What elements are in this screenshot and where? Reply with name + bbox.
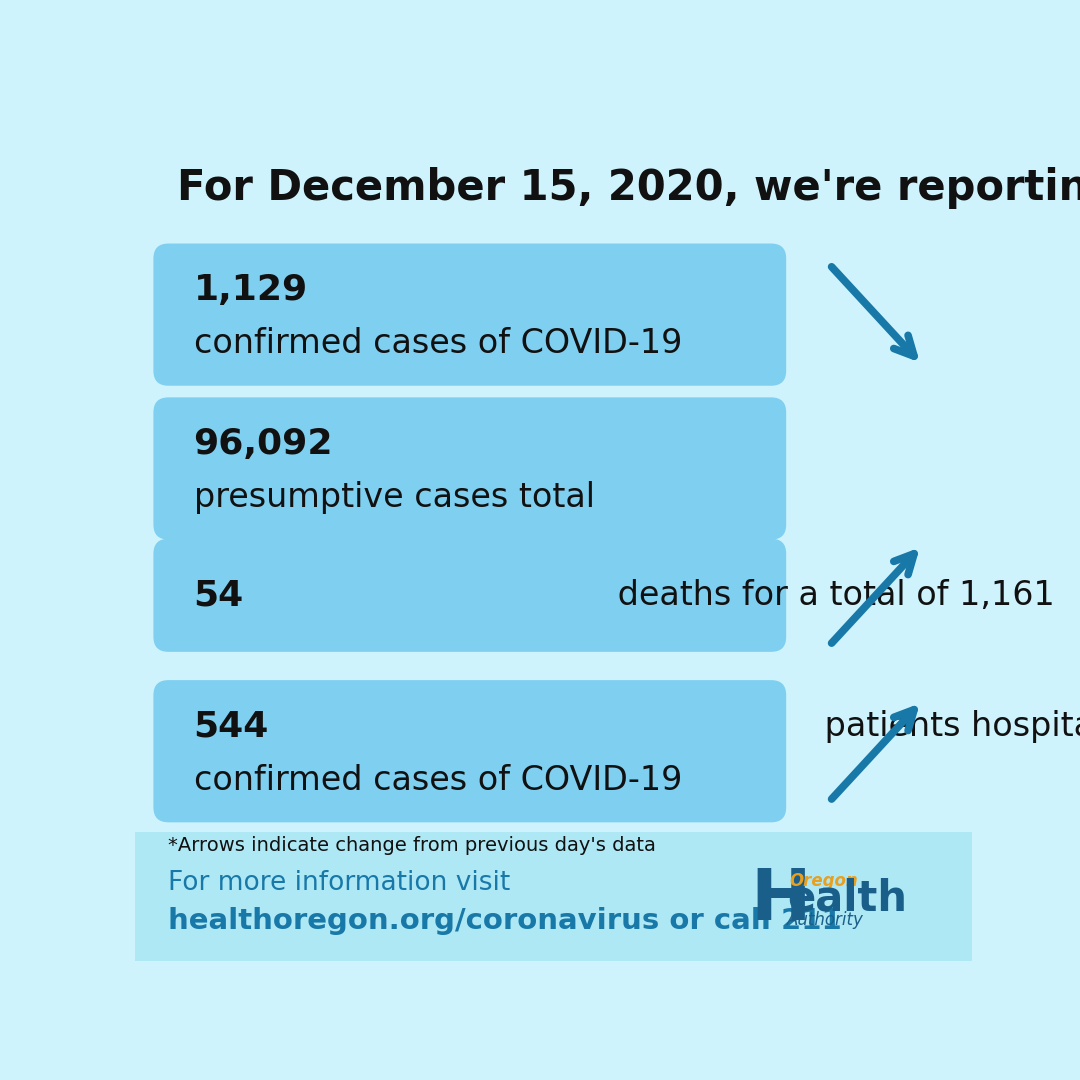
Text: 1,129: 1,129 bbox=[193, 272, 308, 307]
Text: patients hospitalized with: patients hospitalized with bbox=[814, 710, 1080, 743]
Text: For December 15, 2020, we're reporting: For December 15, 2020, we're reporting bbox=[177, 167, 1080, 210]
Text: For more information visit: For more information visit bbox=[168, 869, 511, 895]
Text: confirmed cases of COVID-19: confirmed cases of COVID-19 bbox=[193, 764, 681, 797]
Text: *Arrows indicate change from previous day's data: *Arrows indicate change from previous da… bbox=[168, 836, 657, 855]
Text: confirmed cases of COVID-19: confirmed cases of COVID-19 bbox=[193, 327, 681, 361]
FancyBboxPatch shape bbox=[153, 680, 786, 822]
Text: ealth: ealth bbox=[787, 878, 907, 920]
FancyBboxPatch shape bbox=[153, 539, 786, 652]
Text: deaths for a total of 1,161: deaths for a total of 1,161 bbox=[607, 579, 1055, 611]
Text: healthoregon.org/coronavirus or call 211: healthoregon.org/coronavirus or call 211 bbox=[168, 907, 842, 935]
Text: 96,092: 96,092 bbox=[193, 427, 333, 460]
FancyBboxPatch shape bbox=[153, 243, 786, 386]
FancyBboxPatch shape bbox=[135, 833, 972, 961]
Text: 544: 544 bbox=[193, 710, 269, 743]
Text: presumptive cases total: presumptive cases total bbox=[193, 481, 595, 514]
FancyBboxPatch shape bbox=[153, 397, 786, 540]
Text: Oregon: Oregon bbox=[789, 872, 859, 890]
Text: H: H bbox=[751, 866, 811, 935]
Text: 54: 54 bbox=[193, 578, 244, 612]
Text: Authority: Authority bbox=[787, 910, 864, 929]
